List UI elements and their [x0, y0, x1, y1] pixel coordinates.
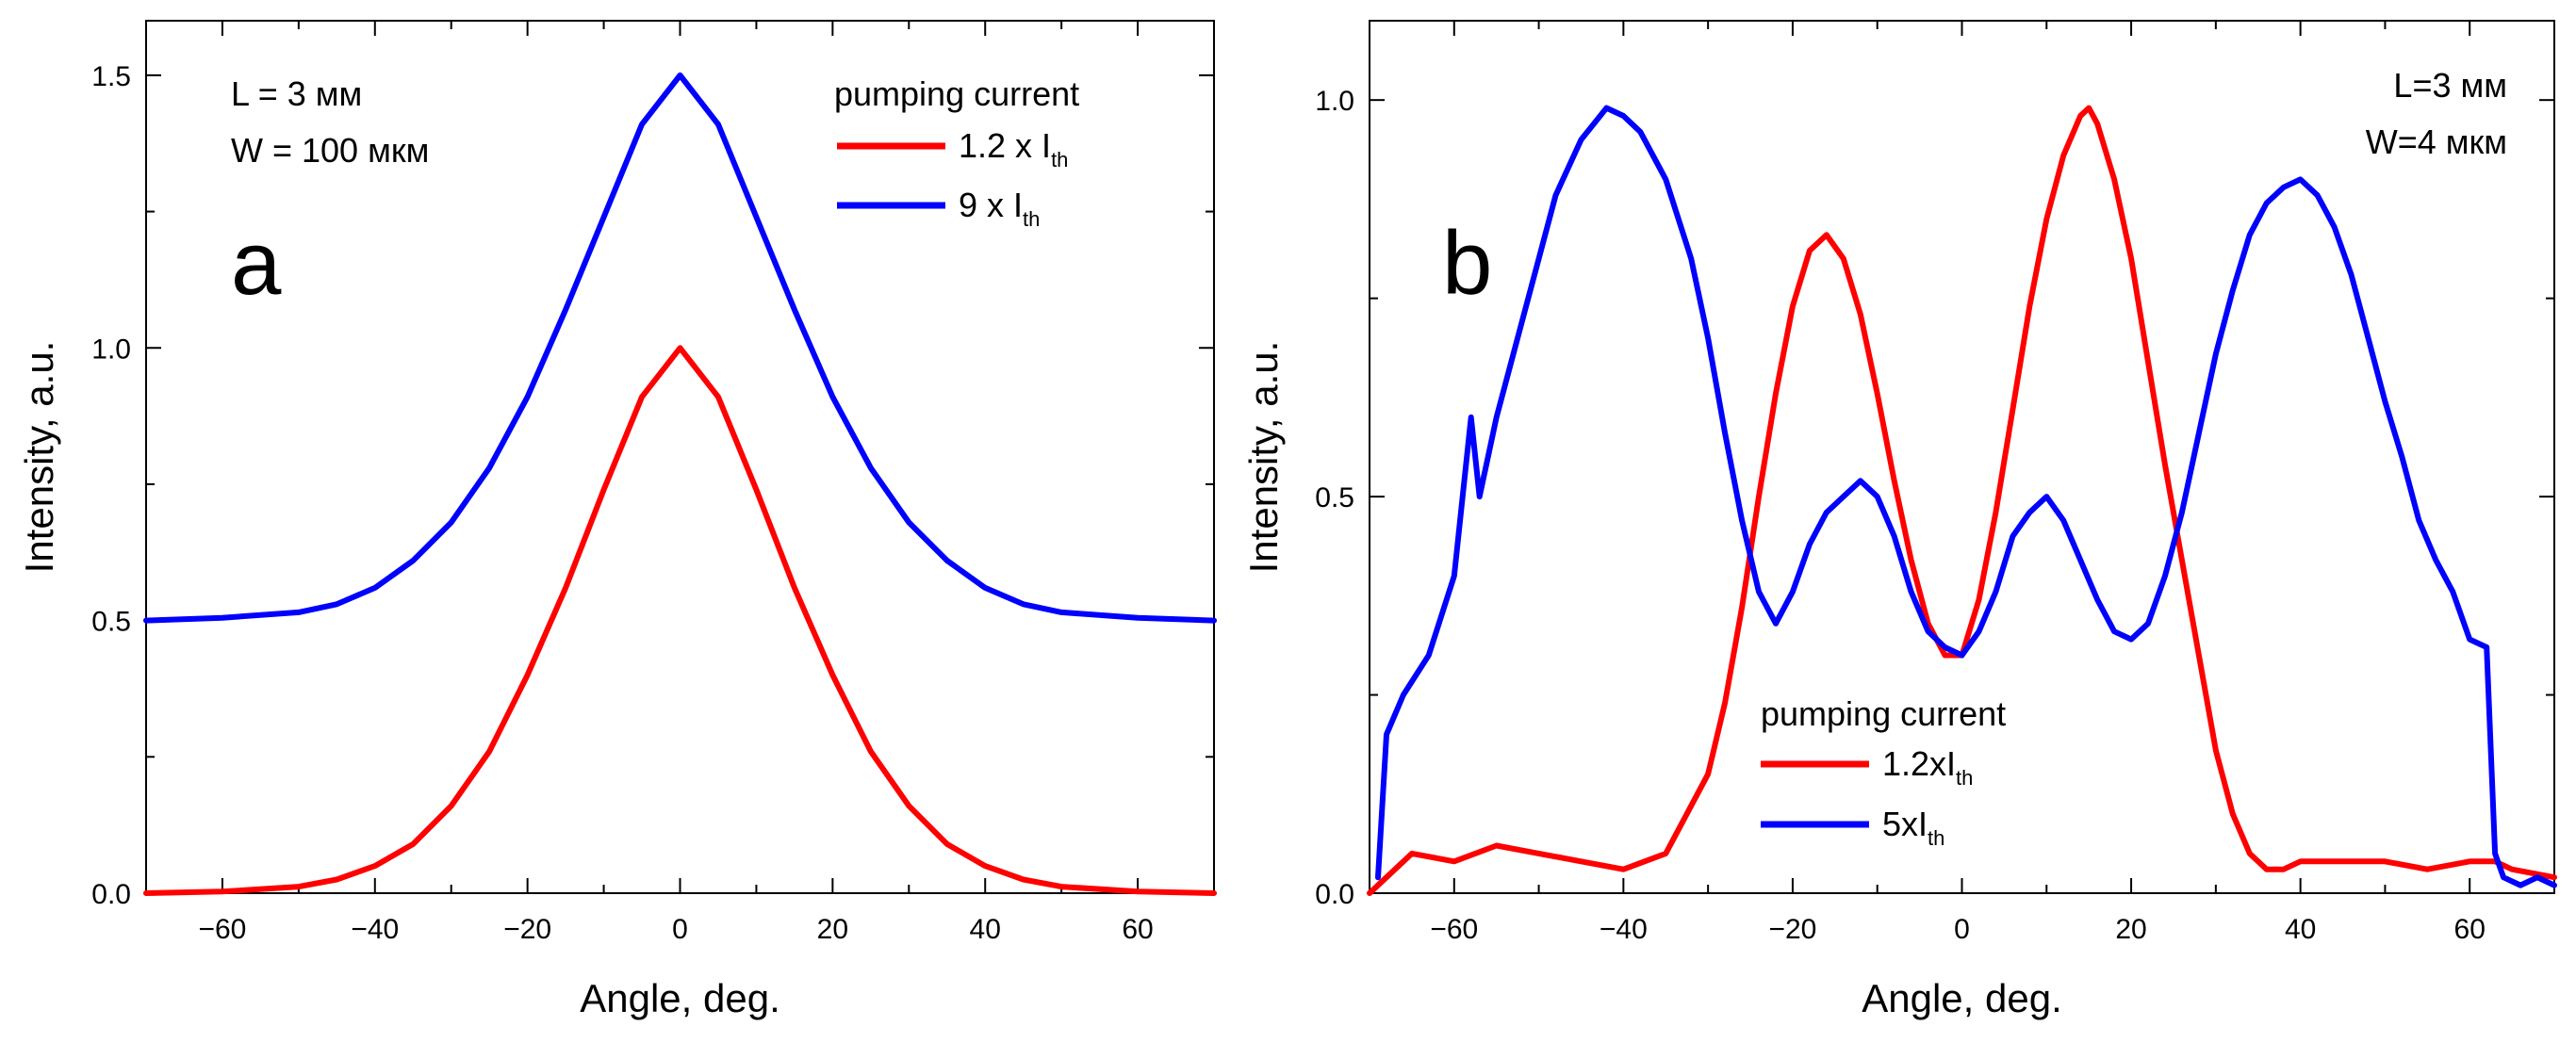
annotation-1: L=3 мм — [2393, 66, 2507, 105]
x-tick-label: −40 — [1600, 914, 1648, 945]
y-tick-label: 1.0 — [1315, 86, 1354, 117]
annotation-2: W=4 мкм — [2366, 122, 2507, 161]
y-tick-label: 0.5 — [91, 607, 131, 638]
x-tick-label: −40 — [351, 914, 399, 945]
legend-title: pumping current — [1761, 694, 2006, 733]
annotation-2: W = 100 мкм — [231, 131, 429, 170]
x-tick-label: −20 — [503, 914, 551, 945]
y-tick-label: 1.5 — [91, 61, 131, 92]
x-tick-label: −60 — [1430, 914, 1478, 945]
y-tick-label: 0.0 — [91, 879, 131, 910]
x-tick-label: 60 — [2454, 914, 2486, 945]
x-axis-title: Angle, deg. — [1862, 976, 2062, 1020]
panel-b: −60 −40 −20 0 20 40 60 0.0 0.5 1.0 Angle, deg. Inte… — [1241, 20, 2557, 1020]
annotation-1: L = 3 мм — [231, 74, 362, 113]
legend-label-2: 9 x Ith — [959, 186, 1040, 231]
panel-a: −60 −40 −20 0 20 40 60 0.0 0.5 1.0 1.5 Angle, deg. I… — [17, 20, 1217, 1020]
x-tick-label: 20 — [2115, 914, 2146, 945]
y-tick-label: 0.0 — [1315, 879, 1354, 910]
x-tick-label: 0 — [672, 914, 688, 945]
x-tick-label: 40 — [2285, 914, 2316, 945]
panel-letter: b — [1442, 213, 1492, 314]
x-tick-label: −20 — [1768, 914, 1816, 945]
series-line-1 — [143, 345, 1217, 896]
x-tick-label: 40 — [970, 914, 1001, 945]
series-line-2 — [1375, 105, 2557, 888]
y-tick-label: 1.0 — [91, 334, 131, 365]
y-axis-title: Intensity, a.u. — [17, 341, 61, 574]
panel-letter: a — [231, 213, 282, 314]
x-tick-label: −60 — [198, 914, 246, 945]
legend-title: pumping current — [834, 74, 1079, 113]
legend-label-1: 1.2 x Ith — [959, 126, 1068, 171]
x-tick-label: 20 — [817, 914, 848, 945]
series-line-1 — [1367, 105, 2557, 896]
legend-label-2: 5xIth — [1882, 805, 1944, 850]
legend-label-1: 1.2xIth — [1882, 744, 1973, 790]
y-tick-label: 0.5 — [1315, 482, 1354, 513]
series-line-2 — [143, 72, 1217, 624]
y-axis-title: Intensity, a.u. — [1241, 341, 1286, 574]
x-tick-label: 0 — [1954, 914, 1970, 945]
x-tick-label: 60 — [1122, 914, 1153, 945]
x-axis-title: Angle, deg. — [580, 976, 780, 1020]
